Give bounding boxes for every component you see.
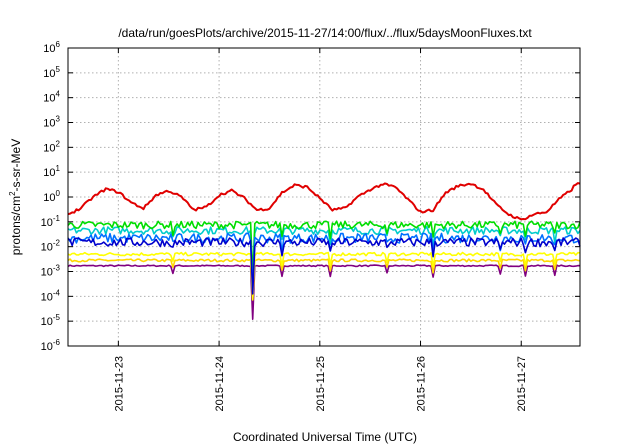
series-layer [67, 182, 581, 321]
y-tick-label: 10-1 [41, 214, 61, 229]
grid [68, 48, 580, 346]
y-tick-label: 100 [43, 189, 60, 204]
y-tick-label: 105 [43, 65, 60, 80]
y-tick-label: 103 [43, 115, 60, 130]
series-line [67, 251, 581, 301]
y-tick-label: 106 [43, 40, 60, 55]
x-tick-label: 2015-11-23 [113, 356, 125, 411]
y-tick-label: 10-6 [41, 338, 61, 353]
series-line [67, 258, 581, 300]
x-axis-ticks: 2015-11-23 2015-11-24 2015-11-25 2015-11-26… [113, 48, 528, 411]
series-line [67, 237, 581, 295]
x-tick-label: 2015-11-26 [416, 356, 428, 411]
series-line [67, 264, 581, 321]
series-line [67, 226, 581, 280]
x-tick-label: 2015-11-27 [516, 356, 528, 411]
y-tick-label: 10-3 [41, 264, 61, 279]
y-tick-label: 10-4 [41, 288, 61, 303]
y-tick-label: 102 [43, 139, 60, 154]
series-line [67, 182, 581, 221]
chart-title: /data/run/goesPlots/archive/2015-11-27/1… [118, 26, 532, 40]
y-tick-label: 104 [43, 90, 60, 105]
series-line [67, 220, 581, 277]
y-tick-label: 101 [43, 164, 60, 179]
y-axis-ticks: 10-6 10-5 10-4 10-3 10-2 10-1 100 101 102 103 104 1… [41, 40, 580, 353]
x-tick-label: 2015-11-24 [214, 356, 226, 411]
x-tick-label: 2015-11-25 [315, 356, 327, 411]
x-axis-label: Coordinated Universal Time (UTC) [233, 430, 417, 444]
y-tick-label: 10-5 [41, 313, 61, 328]
y-tick-label: 10-2 [41, 239, 61, 254]
y-axis-label: protons/cm2-s-sr-MeV [8, 139, 23, 255]
